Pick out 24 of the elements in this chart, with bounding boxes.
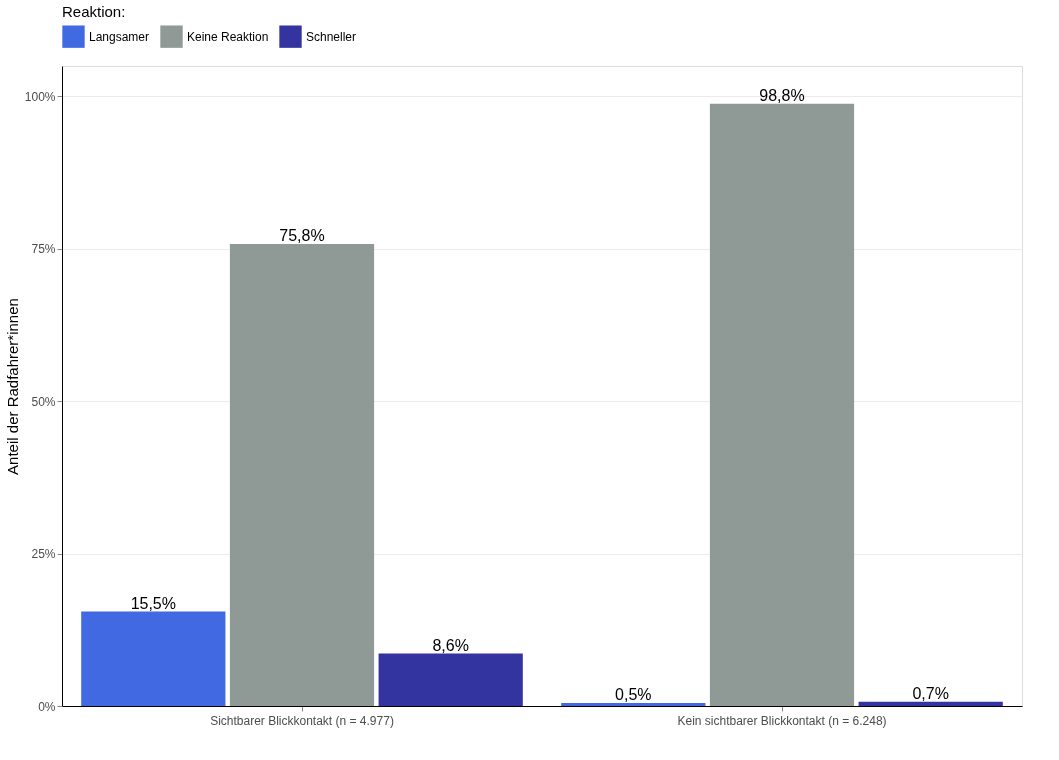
y-tick-label: 25% xyxy=(31,547,56,562)
data-label: 0,5% xyxy=(615,685,652,703)
y-tick-label: 100% xyxy=(24,89,56,104)
bar xyxy=(561,702,706,706)
y-tick-label: 75% xyxy=(31,242,56,257)
x-tick-label: Kein sichtbarer Blickkontakt (n = 6.248) xyxy=(677,713,887,728)
bar xyxy=(229,243,375,706)
data-label: 75,8% xyxy=(279,226,325,244)
data-label: 15,5% xyxy=(130,594,176,612)
data-label: 0,7% xyxy=(912,684,949,702)
bar xyxy=(858,701,1003,706)
data-label: 8,6% xyxy=(432,636,469,654)
y-axis-title: Anteil der Radfahrer*innen xyxy=(3,298,21,475)
bar xyxy=(81,611,226,706)
y-tick-label: 0% xyxy=(38,699,56,714)
bar xyxy=(378,653,523,706)
legend-label: Langsamer xyxy=(89,29,150,44)
legend-title: Reaktion: xyxy=(62,3,126,20)
bar xyxy=(709,103,855,706)
y-tick-label: 50% xyxy=(31,394,56,409)
x-tick-label: Sichtbarer Blickkontakt (n = 4.977) xyxy=(210,713,394,728)
data-label: 98,8% xyxy=(759,86,805,104)
legend-label: Keine Reaktion xyxy=(187,29,269,44)
legend-label: Schneller xyxy=(306,29,357,44)
